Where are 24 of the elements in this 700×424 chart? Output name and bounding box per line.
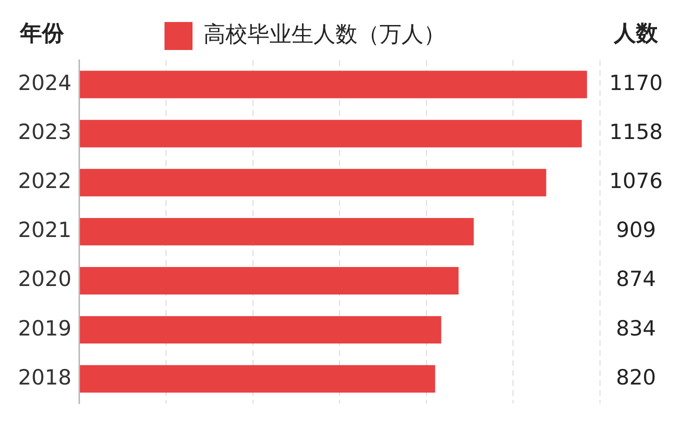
bar <box>80 365 436 393</box>
bar <box>80 168 546 196</box>
bar <box>80 218 474 246</box>
data-label: 874 <box>616 267 656 292</box>
data-label: 820 <box>616 365 656 390</box>
data-label: 909 <box>616 218 656 242</box>
y-tick-label: 2024 <box>18 70 72 95</box>
data-label: 1170 <box>609 70 663 95</box>
text: 人数 <box>613 22 659 47</box>
data-label: 1076 <box>609 169 663 194</box>
y-tick-label: 2019 <box>18 316 72 340</box>
y-tick-label: 2022 <box>18 169 72 194</box>
bar <box>80 316 442 344</box>
bar <box>80 70 587 98</box>
y-tick-label: 2020 <box>18 267 72 292</box>
y-tick-label: 2021 <box>18 218 72 242</box>
y-tick-label: 2018 <box>18 365 72 390</box>
y-tick-label: 2023 <box>18 120 72 144</box>
data-label: 834 <box>616 316 656 340</box>
y-axis-title: 年份 <box>19 22 65 47</box>
bar <box>80 120 582 148</box>
data-label: 1158 <box>609 120 663 144</box>
bar <box>80 267 459 294</box>
legend-label: 高校毕业生人数（万人） <box>204 22 446 48</box>
